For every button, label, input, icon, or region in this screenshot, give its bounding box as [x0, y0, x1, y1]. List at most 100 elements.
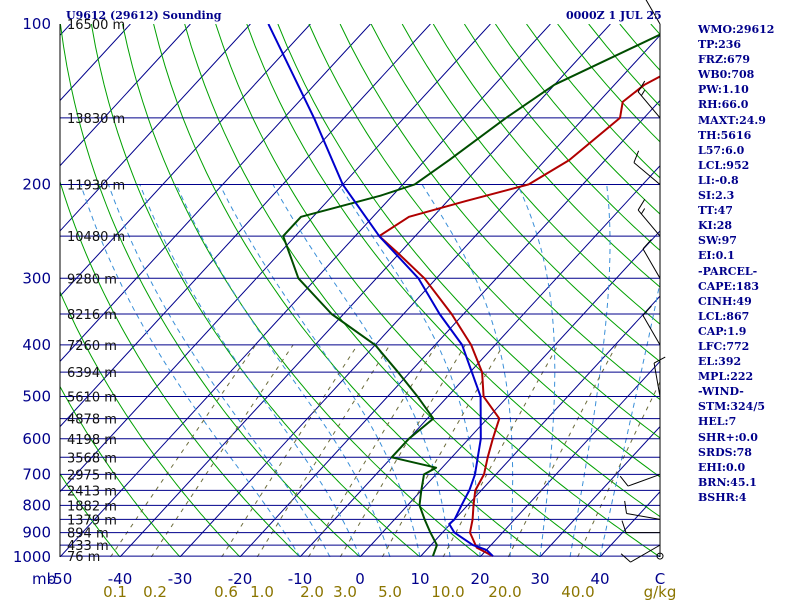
index-item: SW:97: [698, 234, 737, 248]
height-label: 6394 m: [67, 366, 117, 381]
height-label: 3568 m: [67, 451, 117, 466]
chart-grid: [60, 24, 660, 557]
wind-barb-staff: [642, 248, 661, 279]
index-item: HEL:7: [698, 415, 737, 429]
wind-barb: [642, 305, 661, 346]
index-item: MAXT:24.9: [698, 113, 766, 127]
wind-barb: [633, 150, 661, 185]
wind-barbs: [619, 0, 666, 563]
mixing-ratio-label: 0.6: [214, 583, 238, 600]
index-item: L57:6.0: [698, 143, 745, 157]
moist-adiabat-line: [107, 184, 331, 557]
pressure-tick-label: 100: [22, 15, 51, 33]
temperature-line: [378, 75, 660, 557]
mixing-ratio-label: 40.0: [561, 583, 594, 600]
height-label: 8216 m: [67, 308, 117, 323]
index-item: LCL:867: [698, 309, 750, 323]
isotherm-line: [60, 24, 191, 167]
isotherm-line: [239, 99, 660, 557]
index-item: FRZ:679: [698, 53, 751, 67]
wind-barb-flag: [642, 239, 652, 250]
temperature-tick-label: 40: [590, 570, 609, 588]
index-item: WB0:708: [698, 68, 755, 82]
pressure-tick-label: 1000: [13, 548, 51, 566]
index-item: CAPE:183: [698, 279, 759, 293]
isotherm-line: [60, 24, 251, 232]
wind-barb: [637, 199, 661, 237]
index-item: TT:47: [698, 204, 733, 218]
pressure-tick-label: 900: [22, 524, 51, 542]
pressure-tick-label: 400: [22, 336, 51, 354]
mixing-ratio-label: 5.0: [378, 583, 402, 600]
temperature-tick-label: -30: [168, 570, 193, 588]
wind-barb-half-flag: [640, 89, 646, 96]
height-label: 1882 m: [67, 499, 117, 514]
station-title: U9612 (29612) Sounding: [66, 9, 222, 22]
height-label: 11930 m: [67, 178, 125, 193]
index-item: WMO:29612: [698, 23, 775, 36]
index-item: CINH:49: [698, 294, 752, 308]
height-label: 4878 m: [67, 413, 117, 428]
height-label: 4198 m: [67, 433, 117, 448]
height-label: 1379 m: [67, 513, 117, 528]
wind-barb: [621, 520, 660, 534]
wind-barb-staff: [627, 473, 661, 487]
mixing-ratio-label: 1.0: [250, 583, 274, 600]
height-label: 894 m: [67, 527, 109, 542]
temperature-tick-label: 0: [355, 570, 365, 588]
moist-adiabat-line: [219, 184, 421, 557]
wind-barb-flag: [621, 520, 627, 533]
index-item: LI:-0.8: [698, 173, 739, 187]
height-label: 2413 m: [67, 484, 117, 499]
index-item: TP:236: [698, 38, 742, 52]
wind-barb-flag: [619, 475, 629, 487]
index-item: STM:324/5: [698, 400, 765, 414]
wind-barb: [653, 356, 666, 397]
mixing-ratio-label: 2.0: [300, 583, 324, 600]
index-item: BRN:45.1: [698, 475, 757, 489]
index-item: SHR+:0.0: [698, 430, 758, 444]
pressure-tick-label: 500: [22, 388, 51, 406]
wind-barb-staff: [633, 162, 661, 185]
mixing-ratio-label: 0.1: [103, 583, 127, 600]
isotherm-line: [60, 24, 491, 493]
sounding-time: 0000Z 1 JUL 25: [566, 9, 662, 22]
index-item: LCL:952: [698, 158, 750, 172]
mixing-ratio-label: 10.0: [431, 583, 464, 600]
pressure-tick-label: 800: [22, 496, 51, 514]
height-label: 7260 m: [67, 339, 117, 354]
pressure-unit-label: mb: [32, 570, 56, 588]
wind-barb: [637, 80, 661, 119]
pressure-tick-label: 600: [22, 430, 51, 448]
index-item: MPL:222: [698, 370, 754, 384]
index-item: EHI:0.0: [698, 460, 746, 474]
index-item: -WIND-: [698, 385, 744, 399]
mixing-ratio-label: 3.0: [333, 583, 357, 600]
height-label: 10480 m: [67, 230, 125, 245]
height-label: 5610 m: [67, 391, 117, 406]
wind-barb-staff: [653, 362, 661, 397]
wind-barb: [642, 239, 661, 279]
isotherm-line: [60, 24, 311, 297]
wind-barb: [624, 500, 661, 520]
chart-series: [267, 24, 660, 557]
temperature-tick-label: 10: [410, 570, 429, 588]
height-label: 433 m: [67, 539, 109, 554]
temperature-tick-label: -20: [228, 570, 253, 588]
index-item: RH:66.0: [698, 98, 749, 112]
wind-barb-half-flag: [640, 208, 646, 215]
isotherm-line: [479, 360, 660, 557]
isotherm-line: [419, 295, 660, 557]
wind-barb-staff: [645, 0, 661, 25]
height-label: 16500 m: [67, 18, 125, 33]
index-item: EL:392: [698, 355, 742, 369]
temperature-tick-label: 30: [530, 570, 549, 588]
isotherm-line: [539, 425, 660, 557]
index-item: -PARCEL-: [698, 264, 758, 278]
height-label: 13830 m: [67, 112, 125, 127]
wind-barb-staff: [637, 209, 661, 237]
height-label: 2975 m: [67, 468, 117, 483]
wind-barb-flag: [653, 356, 666, 364]
